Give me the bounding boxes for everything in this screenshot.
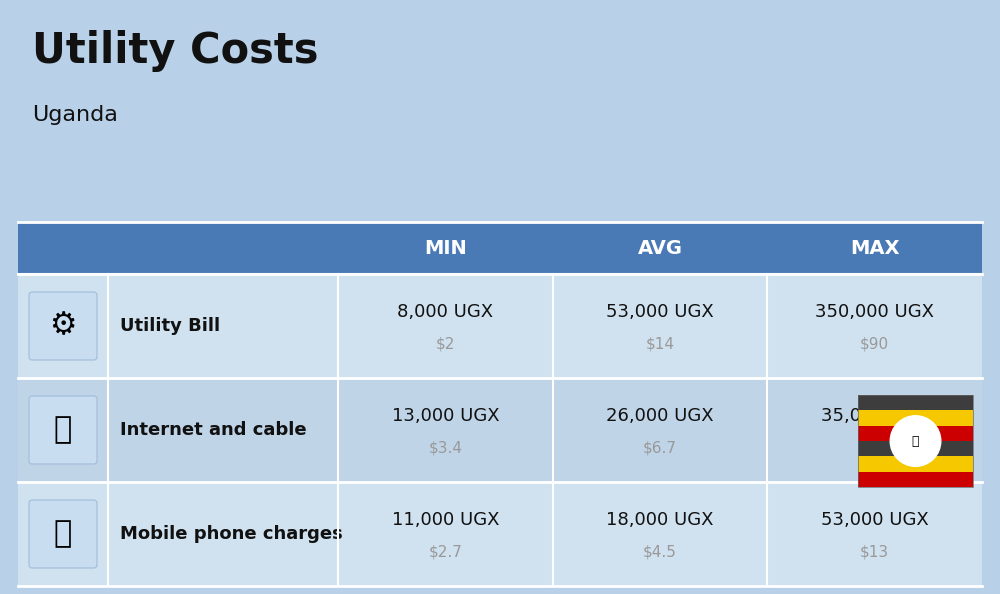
Bar xyxy=(18,482,982,586)
Text: $14: $14 xyxy=(646,336,674,352)
Text: MIN: MIN xyxy=(424,239,467,258)
Bar xyxy=(858,472,973,487)
Text: $2.7: $2.7 xyxy=(428,545,462,560)
Text: 📶: 📶 xyxy=(54,415,72,444)
FancyBboxPatch shape xyxy=(29,396,97,464)
Text: Internet and cable: Internet and cable xyxy=(120,421,307,439)
Text: $6.7: $6.7 xyxy=(643,441,677,456)
Text: 18,000 UGX: 18,000 UGX xyxy=(606,511,714,529)
Text: $90: $90 xyxy=(860,336,889,352)
Text: ⚙: ⚙ xyxy=(49,311,77,340)
Text: 11,000 UGX: 11,000 UGX xyxy=(392,511,499,529)
Text: 53,000 UGX: 53,000 UGX xyxy=(821,511,929,529)
Bar xyxy=(858,410,973,426)
Text: 350,000 UGX: 350,000 UGX xyxy=(815,303,934,321)
Text: 53,000 UGX: 53,000 UGX xyxy=(606,303,714,321)
Text: $4.5: $4.5 xyxy=(643,545,677,560)
Bar xyxy=(858,395,973,410)
FancyBboxPatch shape xyxy=(29,292,97,360)
Text: 35,000 UGX: 35,000 UGX xyxy=(821,407,929,425)
Text: MAX: MAX xyxy=(850,239,899,258)
FancyBboxPatch shape xyxy=(29,500,97,568)
Bar xyxy=(18,222,338,274)
Text: $2: $2 xyxy=(436,336,455,352)
Bar xyxy=(858,426,973,441)
Bar xyxy=(858,441,973,456)
Bar xyxy=(18,378,982,482)
Text: 26,000 UGX: 26,000 UGX xyxy=(606,407,714,425)
Text: 8,000 UGX: 8,000 UGX xyxy=(397,303,493,321)
Text: 🐦: 🐦 xyxy=(912,435,919,447)
Text: $9: $9 xyxy=(865,441,884,456)
Text: $13: $13 xyxy=(860,545,889,560)
Text: AVG: AVG xyxy=(638,239,682,258)
Text: Mobile phone charges: Mobile phone charges xyxy=(120,525,343,543)
Text: Utility Costs: Utility Costs xyxy=(32,30,318,72)
Bar xyxy=(18,274,982,378)
Bar xyxy=(858,395,973,487)
Bar xyxy=(858,456,973,472)
Text: 📱: 📱 xyxy=(54,520,72,548)
Bar xyxy=(18,222,982,274)
Text: Uganda: Uganda xyxy=(32,105,118,125)
Text: $3.4: $3.4 xyxy=(428,441,462,456)
Circle shape xyxy=(890,416,941,466)
Text: Utility Bill: Utility Bill xyxy=(120,317,220,335)
Text: 13,000 UGX: 13,000 UGX xyxy=(392,407,499,425)
